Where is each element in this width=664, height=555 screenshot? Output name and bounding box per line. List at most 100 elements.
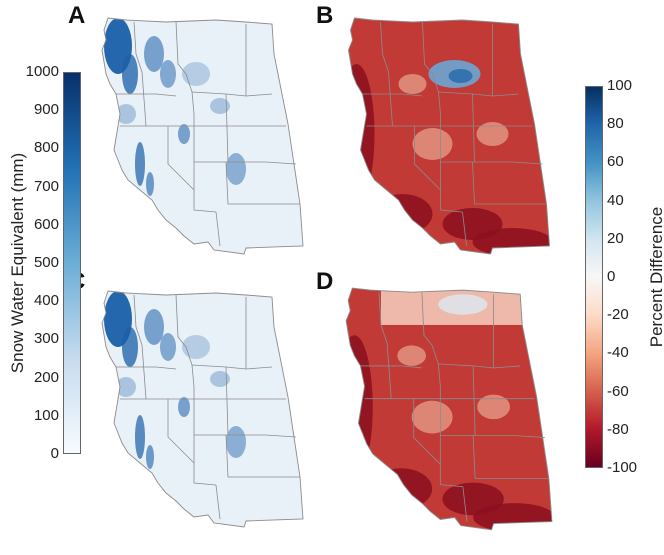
swe-colorbar bbox=[63, 72, 81, 454]
state-boundary bbox=[215, 211, 221, 247]
state-boundary bbox=[116, 366, 177, 370]
state-boundary bbox=[440, 114, 513, 163]
state-boundary bbox=[514, 435, 545, 438]
state-boundary bbox=[225, 366, 229, 436]
strong-decrease-region bbox=[372, 194, 433, 234]
swe-tick-label: 200 bbox=[33, 368, 59, 386]
difference-colorbar bbox=[585, 86, 603, 468]
strong-decrease-region bbox=[442, 482, 504, 516]
strong-decrease-region bbox=[370, 468, 433, 510]
coastline bbox=[101, 17, 304, 255]
snow-region bbox=[122, 327, 138, 367]
panel-label-b: B bbox=[316, 2, 334, 29]
difference-colorbar-title: Percent Difference bbox=[647, 206, 664, 348]
state-boundary bbox=[440, 162, 463, 213]
difference-tick-label: 40 bbox=[607, 191, 624, 209]
state-boundary bbox=[439, 435, 463, 488]
snow-region bbox=[116, 377, 136, 397]
snow-region bbox=[160, 333, 176, 361]
difference-tick-label: -80 bbox=[607, 420, 629, 438]
swe-colorbar-title: Snow Water Equivalent (mm) bbox=[8, 152, 27, 374]
state-boundary bbox=[225, 161, 264, 205]
swe-tick-label: 700 bbox=[33, 177, 59, 195]
state-boundary bbox=[391, 398, 441, 465]
snow-region bbox=[122, 54, 138, 94]
map-panel-c bbox=[101, 290, 304, 528]
state-boundary bbox=[146, 398, 195, 464]
panel-label-a: A bbox=[68, 2, 86, 29]
state-boundary bbox=[193, 162, 217, 213]
state-boundary bbox=[193, 387, 266, 436]
swe-tick-label: 500 bbox=[33, 254, 59, 271]
swe-tick-label: 0 bbox=[50, 445, 59, 462]
state-boundary bbox=[462, 486, 468, 522]
state-boundary bbox=[175, 21, 195, 115]
state-boundary bbox=[265, 434, 297, 438]
state-boundary bbox=[133, 21, 143, 73]
difference-tick-label: -60 bbox=[607, 382, 629, 400]
state-boundary bbox=[378, 292, 388, 344]
map-panel-a bbox=[101, 17, 304, 255]
difference-tick-label: 60 bbox=[607, 153, 624, 171]
state-boundary bbox=[133, 294, 143, 346]
state-boundary bbox=[265, 161, 297, 165]
snow-region bbox=[135, 415, 145, 459]
snow-region bbox=[178, 124, 190, 144]
state-boundary bbox=[392, 125, 441, 191]
state-boundary bbox=[493, 365, 521, 369]
snow-region bbox=[135, 142, 145, 186]
state-boundary bbox=[146, 125, 195, 191]
difference-tick-label: -40 bbox=[607, 344, 629, 362]
weak-decrease-region bbox=[412, 128, 453, 160]
snow-region bbox=[146, 172, 154, 196]
state-boundary bbox=[512, 161, 543, 165]
swe-tick-label: 1000 bbox=[25, 63, 59, 80]
snow-region bbox=[144, 309, 164, 345]
map-panel-b bbox=[348, 17, 550, 255]
difference-tick-label: 0 bbox=[607, 268, 616, 285]
difference-tick-label: 80 bbox=[607, 115, 624, 133]
weak-decrease-region bbox=[411, 400, 453, 434]
swe-tick-label: 300 bbox=[33, 330, 59, 348]
strong-decrease-region bbox=[442, 208, 503, 240]
state-boundary bbox=[193, 114, 266, 163]
snow-region bbox=[210, 98, 230, 114]
weak-decrease-region bbox=[477, 394, 510, 420]
snow-region bbox=[144, 36, 164, 72]
difference-tick-label: -100 bbox=[607, 459, 638, 476]
difference-tick-label: -20 bbox=[607, 306, 629, 324]
weak-decrease-region bbox=[397, 345, 426, 366]
coastline bbox=[348, 17, 550, 255]
snow-region bbox=[178, 397, 190, 417]
state-boundary bbox=[472, 435, 512, 479]
swe-tick-label: 800 bbox=[33, 139, 59, 157]
coastline bbox=[345, 287, 553, 531]
coastline bbox=[101, 290, 304, 528]
state-boundary bbox=[175, 294, 195, 388]
snow-region bbox=[160, 60, 176, 88]
state-boundary bbox=[193, 435, 217, 486]
snow-region bbox=[182, 335, 210, 359]
snow-region bbox=[226, 426, 246, 458]
snow-region bbox=[116, 104, 136, 124]
state-boundary bbox=[472, 161, 511, 205]
panel-label-d: D bbox=[316, 268, 334, 295]
snow-region bbox=[210, 371, 230, 387]
state-boundary bbox=[225, 93, 229, 163]
swe-tick-label: 600 bbox=[33, 215, 59, 233]
swe-tick-label: 100 bbox=[33, 406, 59, 424]
map-panel-d bbox=[345, 287, 553, 531]
weak-decrease-region bbox=[398, 74, 427, 94]
state-boundary bbox=[439, 386, 515, 436]
swe-tick-label: 900 bbox=[33, 101, 59, 119]
state-boundary bbox=[245, 93, 273, 97]
state-boundary bbox=[472, 93, 475, 163]
swe-tick-label: 400 bbox=[33, 292, 59, 310]
snow-region bbox=[182, 62, 210, 86]
snow-region bbox=[146, 445, 154, 469]
state-boundary bbox=[215, 484, 221, 520]
difference-tick-label: 100 bbox=[607, 77, 633, 94]
state-boundary bbox=[380, 21, 389, 73]
difference-tick-label: 20 bbox=[607, 229, 624, 247]
state-boundary bbox=[438, 363, 494, 369]
